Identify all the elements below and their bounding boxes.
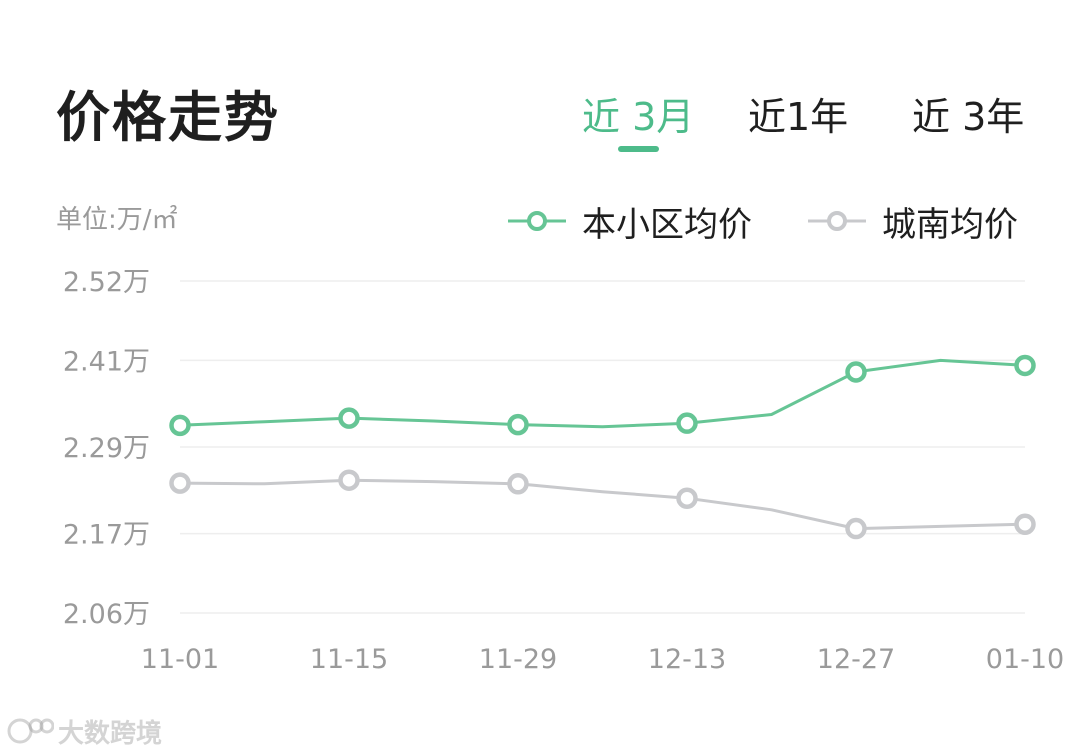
tab-3-years[interactable]: 近 3年 (912, 95, 1025, 139)
legend-marker-community-icon (508, 211, 566, 231)
watermark-logo-icon (7, 718, 54, 744)
series-line-2 (179, 478, 1026, 531)
legend-item-district[interactable]: 城南均价 (806, 196, 1018, 246)
y-tick-label: 2.17万 (63, 520, 150, 551)
data-point-series-2 (338, 469, 360, 491)
data-point-series-2 (507, 473, 529, 495)
y-tick-label: 2.29万 (63, 433, 150, 464)
legend-marker-district-icon (808, 211, 866, 231)
page-title: 价格走势 (56, 86, 280, 149)
legend-label-community: 本小区均价 (582, 204, 752, 245)
data-point-series-1 (338, 407, 360, 429)
data-point-series-2 (845, 517, 867, 540)
data-point-series-2 (1014, 513, 1036, 535)
watermark-text: 大数跨境 (58, 718, 163, 749)
y-tick-label: 2.52万 (63, 267, 150, 298)
y-tick-label: 2.06万 (63, 599, 150, 630)
data-point-series-2 (676, 487, 698, 509)
data-point-series-1 (845, 361, 867, 383)
legend-item-community[interactable]: 本小区均价 (506, 196, 752, 246)
unit-label: 单位:万/㎡ (56, 205, 178, 235)
tab-3-months[interactable]: 近 3月 (582, 95, 695, 139)
x-tick-label: 12-27 (817, 644, 895, 675)
watermark: 大数跨境 (6, 712, 162, 750)
series-line-1 (179, 358, 1026, 429)
data-point-series-1 (507, 413, 529, 436)
active-tab-indicator (618, 146, 659, 152)
x-tick-label: 11-29 (479, 644, 557, 675)
x-tick-label: 11-15 (310, 644, 388, 675)
data-point-series-1 (169, 414, 191, 437)
data-point-series-1 (676, 412, 698, 434)
legend-label-district: 城南均价 (882, 204, 1018, 245)
data-point-series-1 (1014, 354, 1036, 377)
tab-1-year[interactable]: 近1年 (748, 95, 849, 139)
x-tick-label: 11-01 (141, 644, 219, 675)
data-point-series-2 (169, 472, 191, 494)
x-tick-label: 01-10 (986, 644, 1064, 675)
y-tick-label: 2.41万 (63, 346, 150, 377)
x-tick-label: 12-13 (648, 644, 726, 675)
